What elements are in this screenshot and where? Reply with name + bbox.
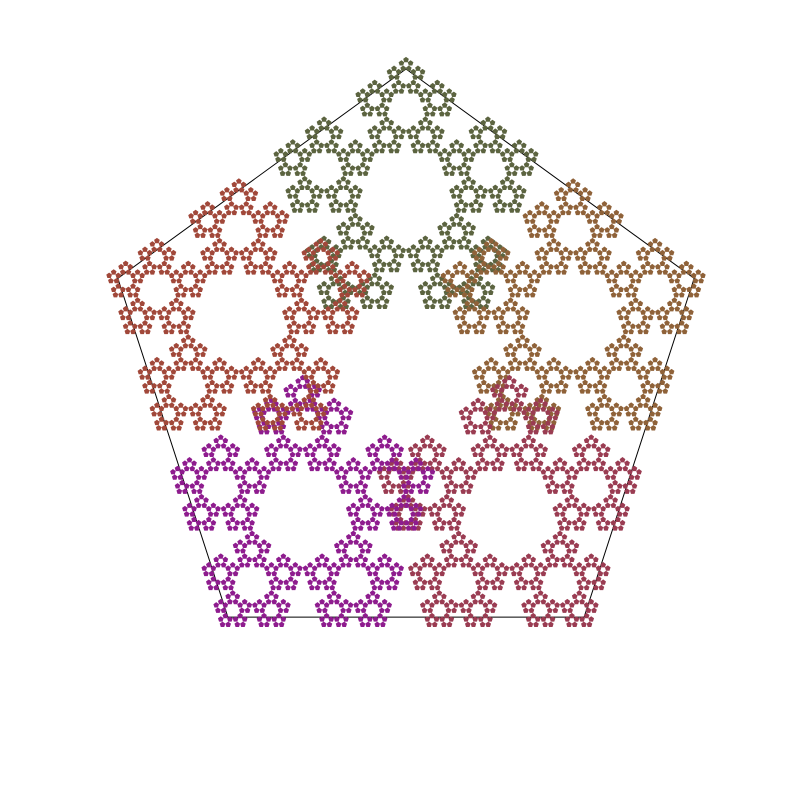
fractal-cluster-shape (376, 374, 642, 627)
fractal-cluster-lower-left (170, 374, 436, 627)
outer-pentagon-outline (117, 68, 695, 618)
fractal-clusters (106, 56, 706, 627)
fractal-cluster-lower-right (376, 374, 642, 627)
fractal-cluster-shape (170, 374, 436, 627)
